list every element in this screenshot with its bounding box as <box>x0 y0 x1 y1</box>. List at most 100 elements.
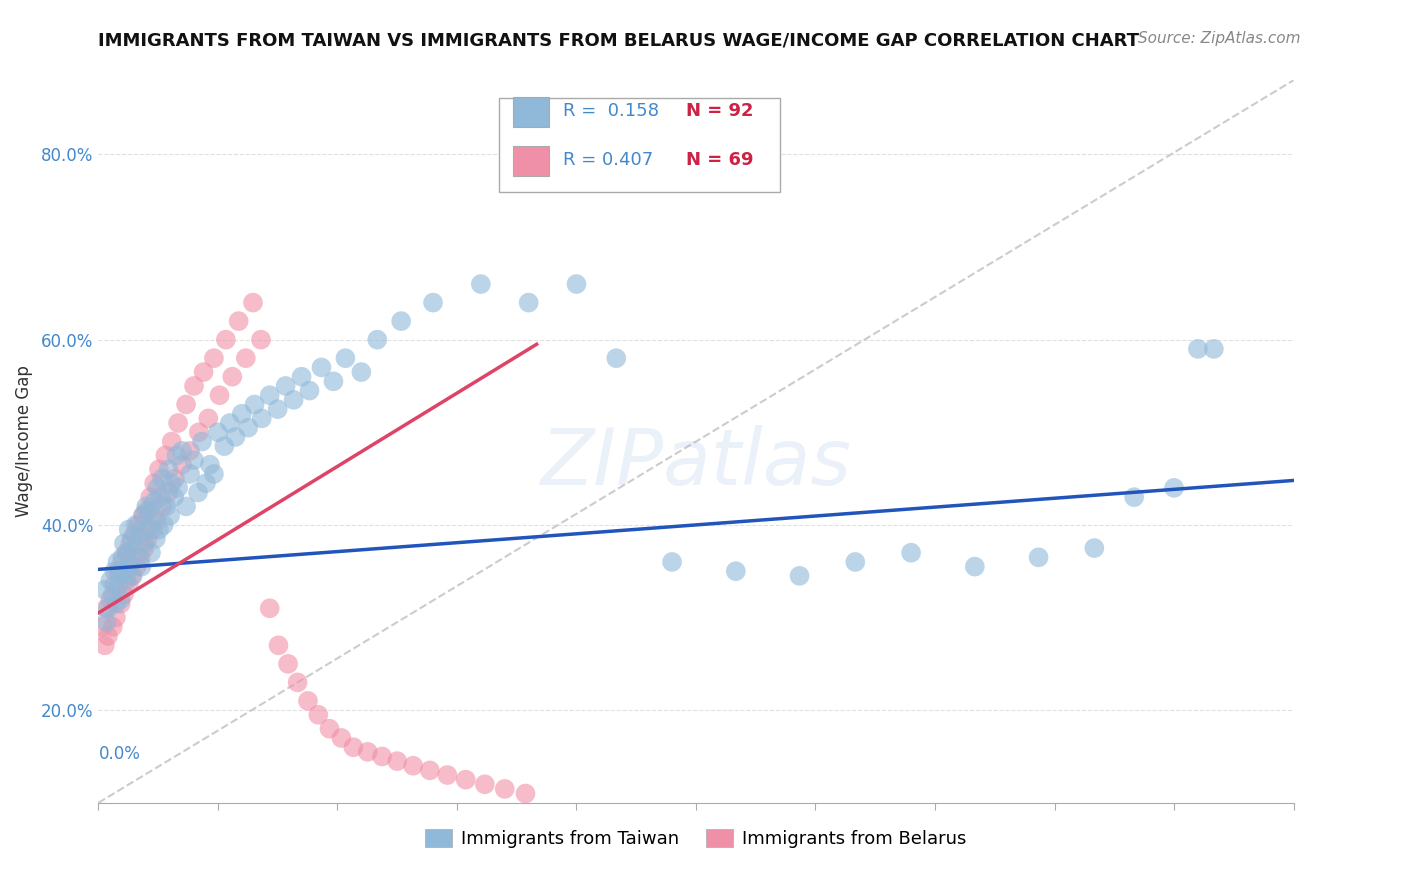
Point <box>789 569 811 583</box>
Point <box>494 781 516 796</box>
Point <box>219 416 242 430</box>
Point <box>112 587 135 601</box>
Point <box>474 777 496 791</box>
Point <box>221 369 243 384</box>
Point <box>157 485 180 500</box>
Point <box>250 411 273 425</box>
Point <box>150 472 173 486</box>
Point <box>172 443 194 458</box>
Point <box>454 772 477 787</box>
Point <box>183 379 205 393</box>
Point <box>128 527 150 541</box>
Point <box>94 638 117 652</box>
Point <box>350 365 373 379</box>
Point <box>208 388 231 402</box>
Text: IMMIGRANTS FROM TAIWAN VS IMMIGRANTS FROM BELARUS WAGE/INCOME GAP CORRELATION CH: IMMIGRANTS FROM TAIWAN VS IMMIGRANTS FRO… <box>98 31 1139 49</box>
Point <box>228 314 250 328</box>
Point <box>148 462 170 476</box>
Point <box>900 546 922 560</box>
Point <box>297 694 319 708</box>
Point <box>267 402 290 417</box>
Point <box>366 333 388 347</box>
Point <box>114 564 136 578</box>
Point <box>470 277 492 291</box>
Point <box>115 546 138 560</box>
Point <box>160 434 183 449</box>
Point <box>385 754 409 768</box>
Point <box>389 314 412 328</box>
Point <box>195 476 218 491</box>
Point <box>224 430 246 444</box>
Point <box>1202 342 1225 356</box>
Point <box>110 597 132 611</box>
Point <box>274 379 297 393</box>
Point <box>138 504 160 518</box>
Point <box>202 351 225 366</box>
Point <box>207 425 229 440</box>
Point <box>243 397 266 411</box>
Point <box>174 500 197 514</box>
Point <box>197 411 219 425</box>
Point <box>187 425 209 440</box>
Point <box>214 439 236 453</box>
Bar <box>513 146 548 177</box>
Point <box>342 740 364 755</box>
Point <box>357 745 380 759</box>
Point <box>193 365 215 379</box>
Point <box>131 559 153 574</box>
Point <box>167 416 190 430</box>
Point <box>166 449 188 463</box>
Point <box>139 546 162 560</box>
Point <box>91 620 114 634</box>
Point <box>318 722 340 736</box>
Legend: Immigrants from Taiwan, Immigrants from Belarus: Immigrants from Taiwan, Immigrants from … <box>418 822 974 855</box>
Point <box>136 532 159 546</box>
Point <box>157 462 180 476</box>
Point <box>146 481 169 495</box>
Point <box>97 601 120 615</box>
Point <box>103 564 125 578</box>
Point <box>436 768 458 782</box>
Point <box>134 536 156 550</box>
Point <box>419 764 441 778</box>
Point <box>97 629 120 643</box>
Point <box>422 295 444 310</box>
Point <box>287 675 309 690</box>
Point <box>231 407 253 421</box>
Point <box>179 467 201 481</box>
Point <box>98 574 122 588</box>
Point <box>143 476 166 491</box>
Point <box>242 295 264 310</box>
Point <box>132 508 155 523</box>
Point <box>371 749 394 764</box>
Point <box>127 550 149 565</box>
Point <box>661 555 683 569</box>
Point <box>108 569 131 583</box>
Point <box>129 550 152 565</box>
Point <box>124 527 146 541</box>
Point <box>98 592 122 607</box>
Point <box>183 453 205 467</box>
Point <box>121 569 143 583</box>
Point <box>1083 541 1105 555</box>
Point <box>307 707 329 722</box>
Point <box>101 587 124 601</box>
Text: R =  0.158: R = 0.158 <box>564 103 659 120</box>
Point <box>96 601 118 615</box>
Point <box>149 490 172 504</box>
Point <box>136 523 159 537</box>
Point <box>259 388 281 402</box>
Point <box>120 559 142 574</box>
Point <box>1187 342 1209 356</box>
Bar <box>513 97 548 128</box>
Point <box>283 392 305 407</box>
Point <box>103 578 125 592</box>
Text: 0.0%: 0.0% <box>98 746 141 764</box>
Point <box>174 397 197 411</box>
Point <box>111 555 134 569</box>
Point <box>115 546 138 560</box>
Point <box>139 490 162 504</box>
Point <box>159 508 181 523</box>
Point <box>167 481 190 495</box>
Point <box>101 620 124 634</box>
